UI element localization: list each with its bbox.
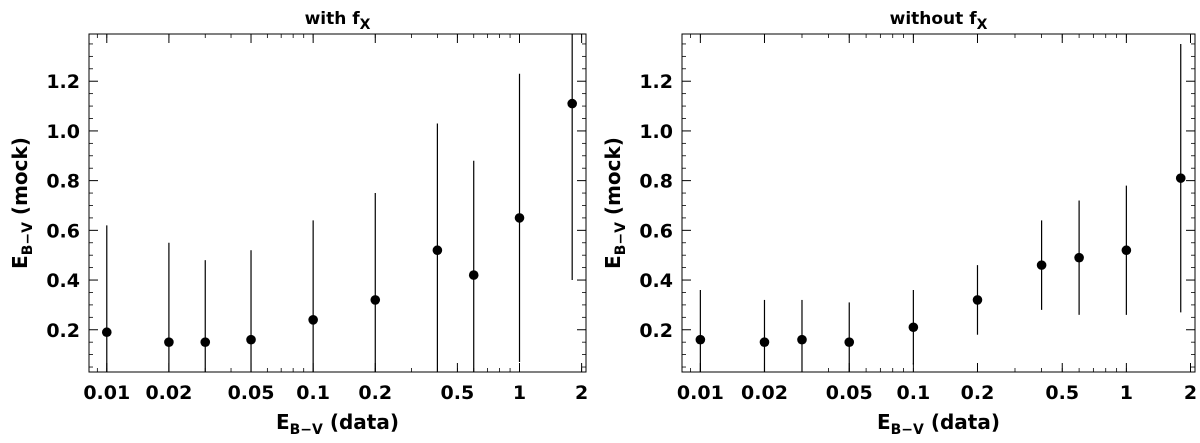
y-axis-label: EB−V (mock) <box>601 137 629 269</box>
data-point <box>468 270 479 280</box>
plot-frame <box>681 33 1196 373</box>
y-tick-label: 0.2 <box>46 320 80 342</box>
x-tick-label: 0.01 <box>83 382 130 404</box>
y-tick-label: 0.4 <box>46 270 80 292</box>
data-point <box>695 334 706 345</box>
data-point <box>1036 260 1047 270</box>
y-tick-label: 0.2 <box>639 320 673 342</box>
data-point <box>370 295 381 305</box>
data-point <box>101 327 112 338</box>
x-tick-label: 0.2 <box>961 382 995 404</box>
x-tick-label: 0.2 <box>358 382 392 404</box>
y-tick-label: 0.4 <box>639 270 673 292</box>
x-tick-label: 0.1 <box>897 382 931 404</box>
data-point <box>246 334 256 345</box>
x-axis-label: EB−V (data) <box>877 410 1000 438</box>
y-axis-label: EB−V (mock) <box>8 137 36 269</box>
data-point <box>567 98 577 109</box>
x-tick-label: 1 <box>513 382 526 404</box>
y-tick-label: 0.8 <box>46 171 80 193</box>
x-tick-label: 2 <box>1184 382 1197 404</box>
chart-title: without fX <box>890 9 988 33</box>
x-tick-label: 0.05 <box>228 382 275 404</box>
x-tick-label: 0.01 <box>677 382 724 404</box>
x-tick-label: 0.5 <box>441 382 475 404</box>
x-tick-label: 0.05 <box>826 382 873 404</box>
x-axis-label: EB−V (data) <box>276 410 399 438</box>
x-tick-label: 0.02 <box>145 382 192 404</box>
x-tick-label: 1 <box>1120 382 1133 404</box>
y-tick-label: 1.0 <box>639 121 673 143</box>
data-point <box>514 213 525 223</box>
data-point <box>308 315 318 325</box>
chart-panel-1: 0.01 0.02 0.05 0.1 0.2 0.5 1 2 0.2 0.4 0.6 0.8 1.0 1.… <box>8 9 588 438</box>
data-point <box>1074 252 1084 263</box>
y-tick-label: 0.6 <box>46 220 80 242</box>
data-point <box>797 334 807 345</box>
y-tick-label: 1.2 <box>639 71 673 93</box>
y-tick-label: 0.6 <box>639 220 673 242</box>
x-tick-label: 2 <box>575 382 588 404</box>
y-tick-label: 0.8 <box>639 171 673 193</box>
chart-panel-2: 0.01 0.02 0.05 0.1 0.2 0.5 1 2 0.2 0.4 0.6 0.8 1.0 1.… <box>601 9 1197 438</box>
data-point <box>759 337 770 347</box>
x-tick-label: 0.5 <box>1045 382 1079 404</box>
plot-frame <box>88 33 587 373</box>
data-point <box>1175 173 1186 183</box>
data-point <box>164 337 174 347</box>
data-point <box>972 295 983 305</box>
data-point <box>1121 245 1132 256</box>
data-point <box>200 337 211 347</box>
y-tick-label: 1.0 <box>46 121 80 143</box>
data-point <box>432 245 443 256</box>
chart-title: with fX <box>305 9 371 33</box>
x-tick-label: 0.02 <box>741 382 788 404</box>
data-point <box>908 322 919 333</box>
x-tick-label: 0.1 <box>296 382 330 404</box>
y-tick-label: 1.2 <box>46 71 80 93</box>
data-point <box>844 337 855 347</box>
